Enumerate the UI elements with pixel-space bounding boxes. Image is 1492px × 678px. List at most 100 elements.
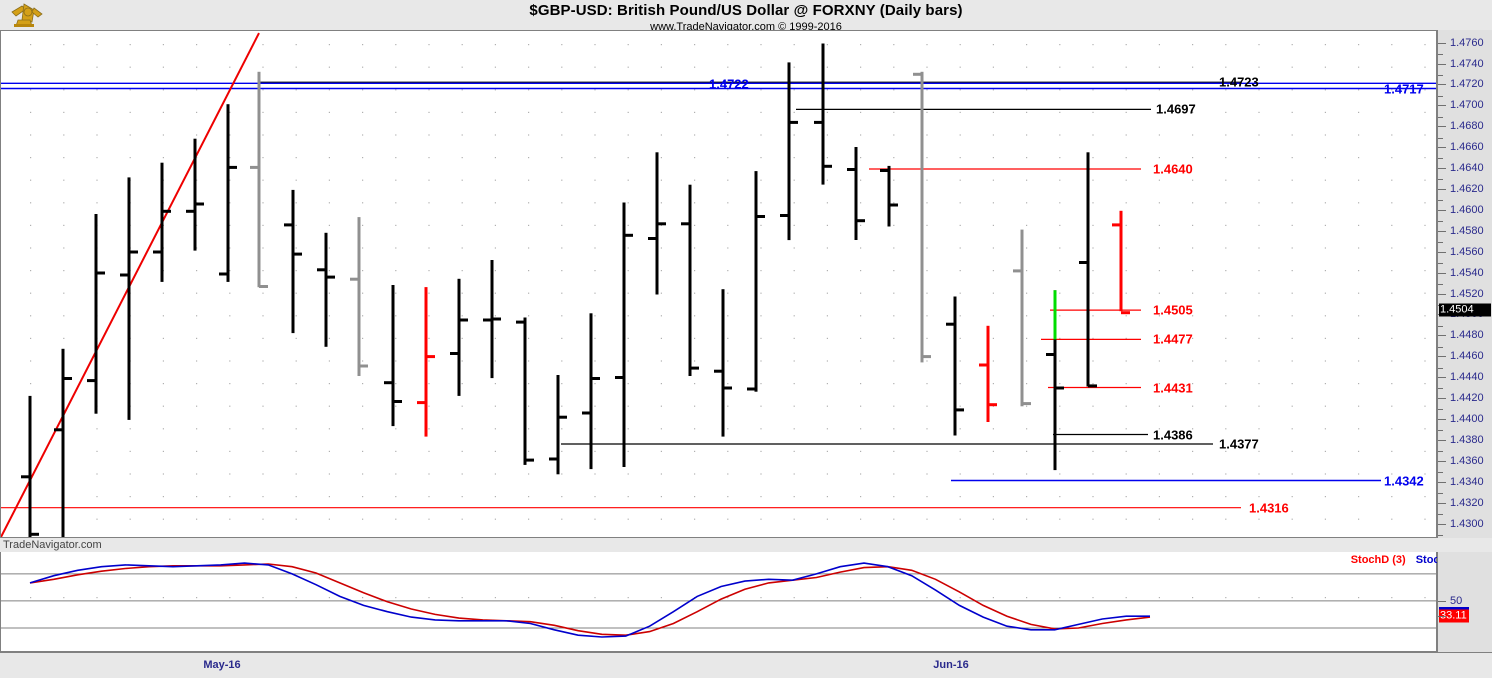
axis-price-label: 1.4420 [1450, 392, 1484, 404]
price-plot-svg [1, 32, 1436, 537]
price-callout: 1.4431 [1153, 380, 1193, 395]
price-gridlines [30, 44, 1426, 520]
axis-tick-minor [1438, 513, 1443, 515]
ohlc-bar [1046, 290, 1064, 471]
axis-tick-minor [1438, 74, 1443, 76]
price-axis[interactable]: 1.4760 1.4740 1.4720 1.4700 1.4680 1.4660 1.46… [1437, 30, 1492, 538]
axis-tick [1438, 460, 1446, 462]
axis-price-label: 1.4380 [1450, 433, 1484, 446]
price-callout: 1.4505 [1153, 302, 1193, 318]
date-axis: May-16 Jun-16 [0, 652, 1492, 678]
axis-price-label: 1.4460 [1450, 350, 1484, 363]
date-axis-label: Jun-16 [933, 659, 969, 671]
axis-price-label: 1.4740 [1450, 57, 1484, 70]
sextant-icon [4, 0, 50, 30]
price-callout: 1.4316 [1249, 500, 1289, 516]
axis-tick-minor [1438, 492, 1443, 494]
axis-tick-minor [1438, 116, 1443, 118]
axis-tick-minor [1438, 283, 1443, 285]
ohlc-bar [549, 375, 567, 475]
axis-tick-minor [1438, 179, 1443, 181]
axis-price-label: 1.4300 [1450, 517, 1484, 530]
stochastic-pane[interactable] [0, 552, 1437, 652]
ohlc-bar [714, 289, 732, 437]
watermark-label: TradeNavigator.com [0, 538, 1437, 552]
ohlc-bar [1079, 152, 1097, 388]
price-reference-lines [1, 81, 1436, 509]
ohlc-bar [615, 202, 633, 467]
ohlc-bar [417, 287, 435, 437]
stochastic-axis-tick [1438, 600, 1446, 602]
axis-price-label: 1.4440 [1450, 371, 1484, 384]
ohlc-bar [979, 325, 997, 422]
ohlc-bar [648, 152, 666, 295]
stochastic-axis-tick [1438, 616, 1446, 618]
axis-tick-minor [1438, 137, 1443, 139]
axis-tick-minor [1438, 53, 1443, 55]
axis-tick-minor [1438, 472, 1443, 473]
date-axis-label: May-16 [203, 659, 241, 671]
axis-tick-minor [1438, 242, 1443, 243]
axis-tick-minor [1438, 388, 1443, 390]
price-callout: 1.4386 [1153, 427, 1193, 442]
axis-tick [1438, 502, 1446, 504]
price-callout: 1.4723 [1219, 74, 1259, 90]
ohlc-bar [153, 162, 171, 282]
ohlc-bar [516, 317, 534, 465]
axis-tick-minor [1438, 409, 1443, 411]
price-chart-pane[interactable]: 1.4723 1.4722 1.4717 1.4697 1.4640 1.4505 1.44… [0, 30, 1437, 538]
axis-tick [1438, 335, 1446, 337]
chart-header: $GBP-USD: British Pound/US Dollar @ FORX… [0, 0, 1492, 33]
current-price-marker: 1.4504 [1439, 303, 1491, 317]
axis-tick-minor [1438, 262, 1443, 264]
axis-tick [1438, 439, 1446, 441]
axis-tick [1438, 126, 1446, 128]
ohlc-bar [54, 348, 72, 537]
axis-tick [1438, 356, 1446, 358]
axis-tick-minor [1438, 221, 1443, 223]
axis-tick [1438, 272, 1446, 274]
axis-tick-minor [1438, 95, 1443, 97]
ohlc-bar [681, 184, 699, 376]
axis-tick [1438, 523, 1446, 525]
ohlc-bar [483, 260, 501, 379]
axis-price-label: 1.4520 [1450, 287, 1484, 300]
axis-tick [1438, 84, 1446, 86]
ohlc-bar [582, 313, 600, 470]
axis-price-label: 1.4720 [1450, 78, 1484, 91]
axis-price-label: 1.4620 [1450, 182, 1484, 195]
axis-tick [1438, 418, 1446, 420]
axis-tick [1438, 188, 1446, 190]
axis-tick-minor [1438, 200, 1443, 202]
axis-tick [1438, 251, 1446, 253]
ohlc-bar [350, 217, 368, 376]
price-callout: 1.4342 [1384, 473, 1424, 488]
axis-price-label: 1.4600 [1450, 203, 1484, 216]
axis-tick-minor [1438, 325, 1443, 327]
price-callout: 1.4697 [1156, 101, 1196, 117]
axis-price-label: 1.4480 [1450, 329, 1484, 342]
ohlc-bars [21, 43, 1130, 537]
axis-price-label: 1.4540 [1450, 266, 1484, 279]
ohlc-bar [814, 43, 832, 185]
axis-price-label: 1.4660 [1450, 141, 1484, 154]
price-callout: 1.4477 [1153, 331, 1193, 347]
axis-tick-minor [1438, 430, 1443, 432]
ohlc-bar [284, 189, 302, 334]
ohlc-bar [317, 232, 335, 347]
axis-tick [1438, 377, 1446, 379]
axis-tick [1438, 63, 1446, 65]
ohlc-bar [946, 296, 964, 436]
price-callout: 1.4717 [1384, 81, 1424, 96]
ohlc-bar [747, 171, 765, 392]
stochk-value-marker [1439, 607, 1469, 612]
axis-tick [1438, 481, 1446, 483]
axis-tick [1438, 105, 1446, 107]
stochastic-axis[interactable]: 50 33.11 [1437, 552, 1492, 652]
axis-price-label: 1.4680 [1450, 120, 1484, 133]
axis-tick-minor [1438, 158, 1443, 160]
ohlc-bar [219, 104, 237, 282]
price-callout: 1.4722 [709, 76, 749, 92]
ohlc-bar [913, 71, 931, 363]
ohlc-bar [21, 395, 39, 537]
